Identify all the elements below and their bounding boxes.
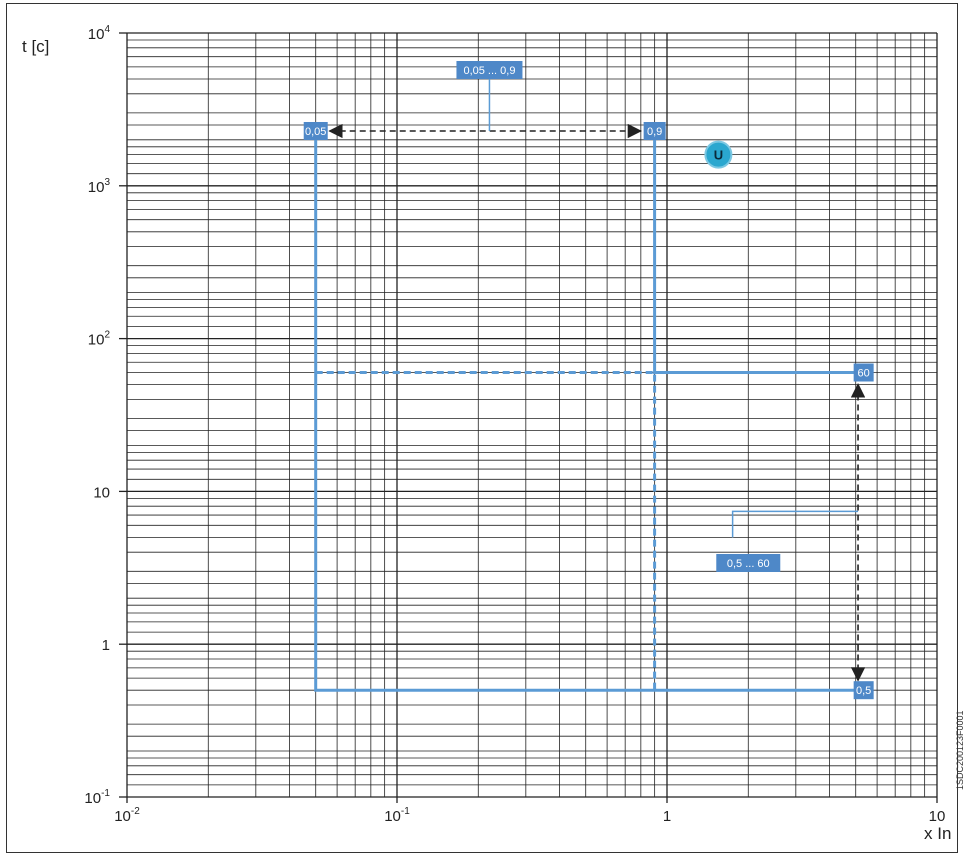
x-axis-label: x In xyxy=(924,824,951,843)
time-range-label-box xyxy=(716,553,781,572)
x-tick-label: 1 xyxy=(663,808,671,825)
x-tick-label: 10 xyxy=(929,808,946,825)
curve-series-3 xyxy=(315,371,657,691)
threshold-range-label: 0,05 ... 0,9 xyxy=(463,65,515,77)
y-tick-label: 103 xyxy=(88,177,111,196)
chart-frame xyxy=(6,3,958,853)
threshold-low-label: 0,05 xyxy=(305,126,326,138)
threshold-high-label-box xyxy=(643,121,666,140)
y-tick-label: 10 xyxy=(93,484,110,501)
x-tick-label: 10-1 xyxy=(384,806,410,825)
y-axis-label: t [c] xyxy=(22,37,49,56)
curve-series-1 xyxy=(314,125,856,692)
marker-circle xyxy=(704,140,733,169)
threshold-range-label-box xyxy=(456,60,523,79)
time-low-label: 0,5 xyxy=(856,685,871,697)
x-tick-label: 10-2 xyxy=(114,806,140,825)
time-high-label: 60 xyxy=(858,367,870,379)
grid-lines xyxy=(119,32,938,803)
marker-label: U xyxy=(714,148,723,163)
range-arrows xyxy=(328,78,866,682)
time-low-label-box xyxy=(853,681,874,700)
threshold-low-label-box xyxy=(303,121,328,140)
value-labels: 0,05 0,9 0,05 ... 0,9 60 0,5 0,5 ... 60 U xyxy=(303,60,874,700)
threshold-high-label: 0,9 xyxy=(647,126,662,138)
y-tick-label: 104 xyxy=(88,24,111,43)
y-tick-label: 10-1 xyxy=(84,788,110,807)
y-tick-label: 102 xyxy=(88,330,111,349)
time-high-label-box xyxy=(853,363,874,382)
y-tick-label: 1 xyxy=(102,637,110,654)
time-range-leader xyxy=(731,510,859,538)
curve-series-2 xyxy=(653,125,867,374)
curves xyxy=(314,125,867,692)
figure-code: 1SDC200123F0001 xyxy=(955,710,964,790)
time-range-label: 0,5 ... 60 xyxy=(727,558,770,570)
